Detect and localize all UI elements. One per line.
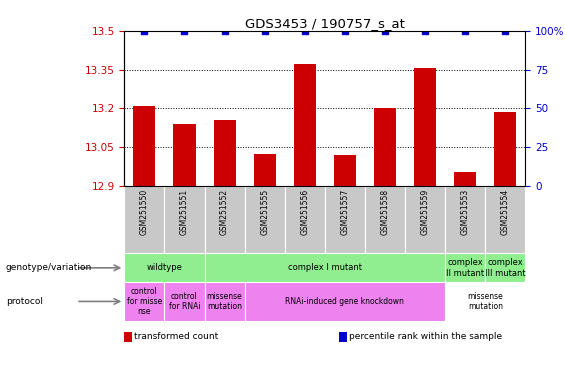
Point bbox=[381, 28, 390, 34]
Text: missense
mutation: missense mutation bbox=[207, 292, 242, 311]
Text: complex
II mutant: complex II mutant bbox=[446, 258, 484, 278]
Bar bbox=[205, 282, 245, 321]
Bar bbox=[245, 186, 285, 253]
Bar bbox=[334, 155, 356, 186]
Text: GSM251553: GSM251553 bbox=[461, 189, 470, 235]
Point bbox=[501, 28, 510, 34]
Bar bbox=[454, 172, 476, 186]
Text: GSM251550: GSM251550 bbox=[140, 189, 149, 235]
Point bbox=[260, 28, 270, 34]
Text: GSM251551: GSM251551 bbox=[180, 189, 189, 235]
Point bbox=[140, 28, 149, 34]
Text: wildtype: wildtype bbox=[146, 263, 182, 272]
Text: complex I mutant: complex I mutant bbox=[288, 263, 362, 272]
Text: transformed count: transformed count bbox=[134, 333, 219, 341]
Text: RNAi-induced gene knockdown: RNAi-induced gene knockdown bbox=[285, 297, 405, 306]
Bar bbox=[405, 186, 445, 253]
Bar bbox=[294, 65, 316, 186]
Point bbox=[220, 28, 229, 34]
Text: GSM251557: GSM251557 bbox=[341, 189, 349, 235]
Bar bbox=[245, 282, 445, 321]
Text: GSM251558: GSM251558 bbox=[381, 189, 389, 235]
Point bbox=[180, 28, 189, 34]
Text: GSM251552: GSM251552 bbox=[220, 189, 229, 235]
Bar bbox=[374, 109, 396, 186]
Bar bbox=[485, 186, 525, 253]
Bar bbox=[205, 186, 245, 253]
Text: genotype/variation: genotype/variation bbox=[6, 263, 92, 272]
Bar bbox=[173, 124, 195, 186]
Bar bbox=[164, 186, 205, 253]
Text: GSM251554: GSM251554 bbox=[501, 189, 510, 235]
Text: control
for misse
nse: control for misse nse bbox=[127, 286, 162, 316]
Bar bbox=[254, 154, 276, 186]
Text: GSM251559: GSM251559 bbox=[421, 189, 429, 235]
Bar bbox=[285, 186, 325, 253]
Text: missense
mutation: missense mutation bbox=[467, 292, 503, 311]
Bar bbox=[124, 282, 164, 321]
Bar bbox=[494, 113, 516, 186]
Text: GSM251555: GSM251555 bbox=[260, 189, 269, 235]
Bar bbox=[124, 253, 205, 282]
Bar bbox=[164, 282, 205, 321]
Text: percentile rank within the sample: percentile rank within the sample bbox=[349, 333, 502, 341]
Text: complex
III mutant: complex III mutant bbox=[485, 258, 525, 278]
Bar bbox=[214, 120, 236, 186]
Bar bbox=[133, 106, 155, 186]
Bar bbox=[124, 186, 164, 253]
Bar bbox=[414, 68, 436, 186]
Title: GDS3453 / 190757_s_at: GDS3453 / 190757_s_at bbox=[245, 17, 405, 30]
Text: GSM251556: GSM251556 bbox=[301, 189, 309, 235]
Bar bbox=[325, 186, 365, 253]
Bar bbox=[445, 186, 485, 253]
Point bbox=[341, 28, 350, 34]
Text: control
for RNAi: control for RNAi bbox=[169, 292, 200, 311]
Point bbox=[301, 28, 310, 34]
Bar bbox=[365, 186, 405, 253]
Bar bbox=[445, 282, 525, 321]
Point bbox=[461, 28, 470, 34]
Bar bbox=[445, 253, 485, 282]
Text: protocol: protocol bbox=[6, 297, 42, 306]
Point bbox=[421, 28, 430, 34]
Bar bbox=[485, 253, 525, 282]
Bar bbox=[205, 253, 445, 282]
